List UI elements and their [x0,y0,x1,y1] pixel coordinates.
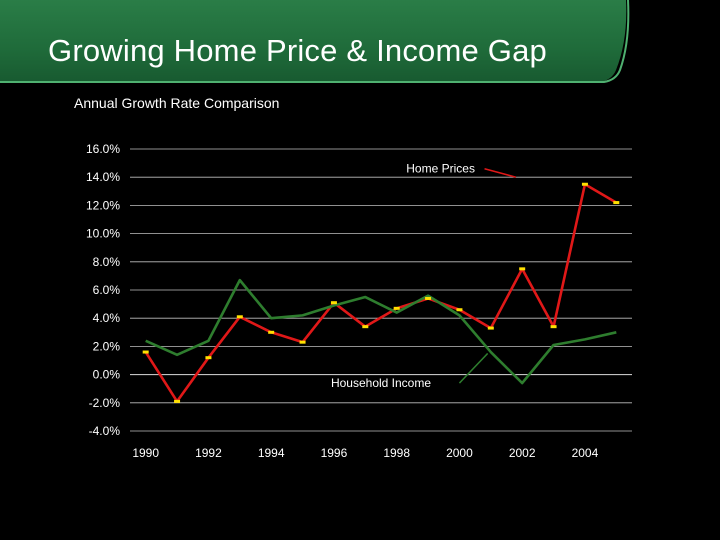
data-point-marker [142,350,149,354]
y-tick-label: 12.0% [86,198,120,212]
x-tick-label: 1996 [321,446,348,460]
x-tick-label: 1990 [132,446,159,460]
x-tick-label: 1998 [383,446,410,460]
data-point-marker [519,267,526,271]
data-point-marker [487,326,494,330]
data-point-marker [393,306,400,310]
y-tick-label: -4.0% [89,424,121,438]
data-point-marker [456,308,463,312]
annotation-home-prices: Home Prices [406,162,475,176]
series-line-household-income [145,278,617,385]
data-point-marker [581,182,588,186]
x-tick-label: 2002 [509,446,536,460]
y-tick-label: 16.0% [86,142,120,156]
title-banner-edge [0,0,630,83]
data-point-marker [362,325,369,329]
data-point-marker [174,399,181,403]
y-tick-label: 6.0% [93,283,121,297]
series-line-home-prices [144,182,617,403]
title-banner-shape [0,0,627,82]
y-tick-label: 14.0% [86,170,120,184]
annotation-household-income: Household Income [331,376,431,390]
data-point-marker [550,325,557,329]
data-point-marker [330,301,337,305]
slide-title: Growing Home Price & Income Gap [48,33,547,68]
y-tick-label: 2.0% [93,339,121,353]
data-point-marker [268,330,275,334]
annotation-arrow [484,168,517,178]
y-tick-label: 10.0% [86,227,120,241]
title-banner [0,0,630,83]
y-tick-label: -2.0% [89,396,121,410]
data-point-marker [236,315,243,319]
data-point-marker [299,340,306,344]
data-point-marker [425,296,432,300]
data-point-marker [613,201,620,205]
x-tick-label: 2004 [572,446,599,460]
x-tick-label: 2000 [446,446,473,460]
y-tick-label: 0.0% [93,368,121,382]
x-tick-label: 1994 [258,446,285,460]
x-tick-label: 1992 [195,446,222,460]
annotation-arrow [458,352,489,384]
y-tick-label: 4.0% [93,311,121,325]
y-tick-label: 8.0% [93,255,121,269]
data-point-marker [205,356,212,360]
chart-subtitle: Annual Growth Rate Comparison [74,95,280,111]
